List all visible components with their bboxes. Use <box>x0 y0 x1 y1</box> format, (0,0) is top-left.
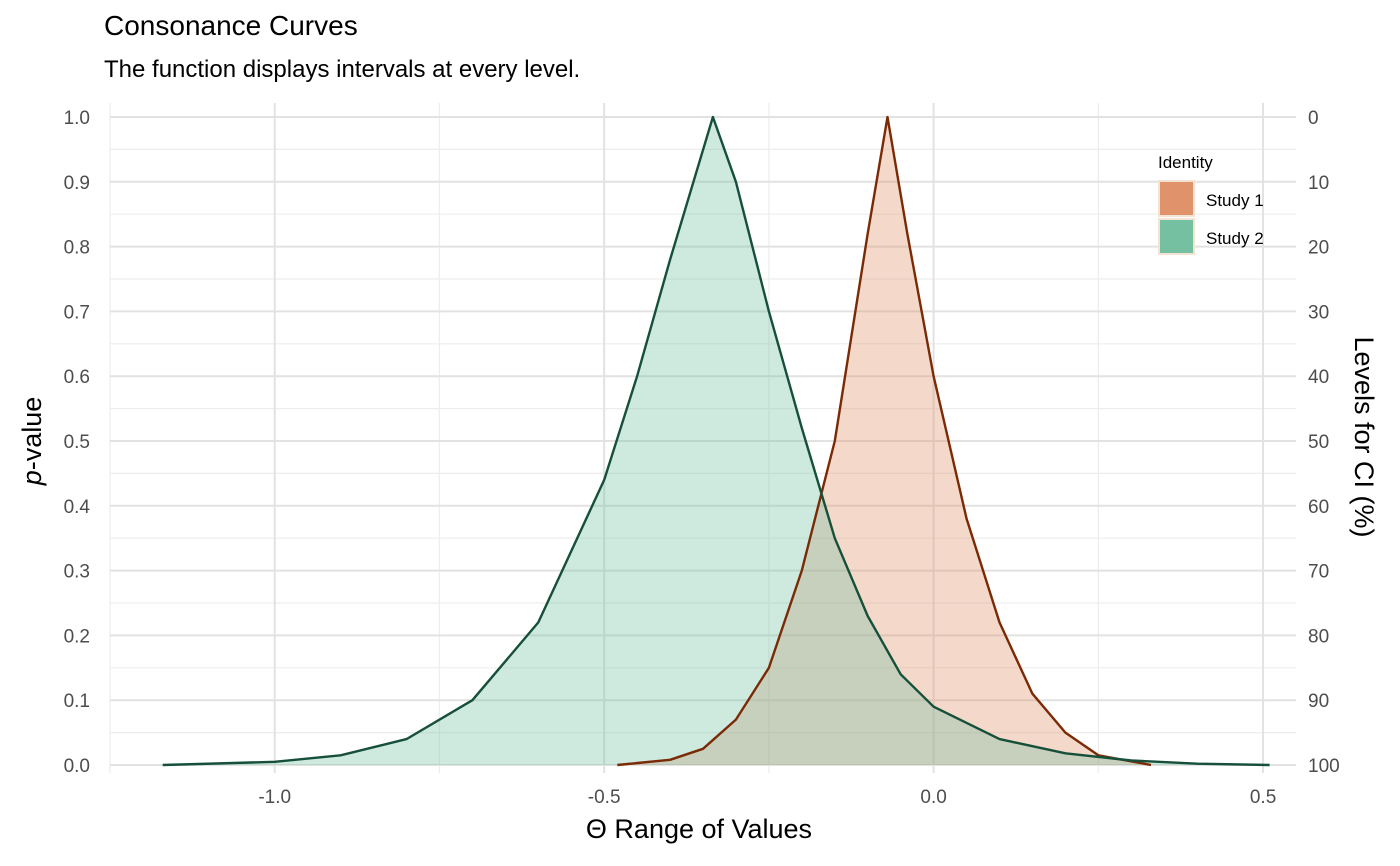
y2-tick-label: 60 <box>1308 497 1329 518</box>
y2-tick-label: 30 <box>1308 302 1329 323</box>
y-tick-label: 0.7 <box>64 302 90 323</box>
x-tick-label: -0.5 <box>588 787 621 808</box>
x-tick-label: 0.5 <box>1250 787 1276 808</box>
legend-label-study-1: Study 1 <box>1206 191 1264 210</box>
chart-title: Consonance Curves <box>104 10 358 41</box>
legend-title: Identity <box>1158 153 1213 172</box>
y-tick-label: 0.6 <box>64 367 90 388</box>
y-tick-label: 0.4 <box>64 497 91 518</box>
y2-tick-label: 50 <box>1308 432 1329 453</box>
y2-tick-label: 40 <box>1308 367 1329 388</box>
y-tick-label: 0.2 <box>64 626 90 647</box>
legend: Identity Study 1 Study 2 <box>1158 153 1264 255</box>
y2-tick-label: 90 <box>1308 691 1329 712</box>
y-axis-title-rest: -value <box>17 397 47 471</box>
y-axis-title-italic: p <box>17 470 47 486</box>
x-tick-label: 0.0 <box>920 787 946 808</box>
line-study-1 <box>617 115 1152 767</box>
y2-tick-label: 10 <box>1308 173 1329 194</box>
y2-axis-title: Levels for CI (%) <box>1349 336 1379 537</box>
y-tick-label: 0.9 <box>64 173 90 194</box>
y2-tick-label: 70 <box>1308 562 1329 583</box>
x-axis-title: Θ Range of Values <box>586 814 812 844</box>
grid <box>109 103 1296 773</box>
legend-key-study-1 <box>1158 180 1195 217</box>
y-tick-label: 0.8 <box>64 238 90 259</box>
y2-tick-label: 100 <box>1308 756 1340 777</box>
y-tick-label: 1.0 <box>64 108 90 129</box>
y-tick-label: 0.0 <box>64 756 90 777</box>
y2-tick-label: 80 <box>1308 626 1329 647</box>
y-axis-title: p-value <box>17 397 47 487</box>
line-study-2 <box>162 115 1270 767</box>
y-tick-label: 0.3 <box>64 562 90 583</box>
chart-subtitle: The function displays intervals at every… <box>104 56 581 83</box>
series-layer <box>162 115 1270 767</box>
tick-labels: 0.00.10.20.30.40.50.60.70.80.91.01009080… <box>64 108 1340 808</box>
area-study-1 <box>617 117 1151 765</box>
y2-tick-label: 20 <box>1308 238 1329 259</box>
area-study-2 <box>162 117 1270 765</box>
legend-key-study-2 <box>1158 218 1195 255</box>
y-tick-label: 0.5 <box>64 432 90 453</box>
y-tick-label: 0.1 <box>64 691 90 712</box>
y2-tick-label: 0 <box>1308 108 1319 129</box>
legend-label-study-2: Study 2 <box>1206 229 1264 248</box>
x-tick-label: -1.0 <box>258 787 291 808</box>
